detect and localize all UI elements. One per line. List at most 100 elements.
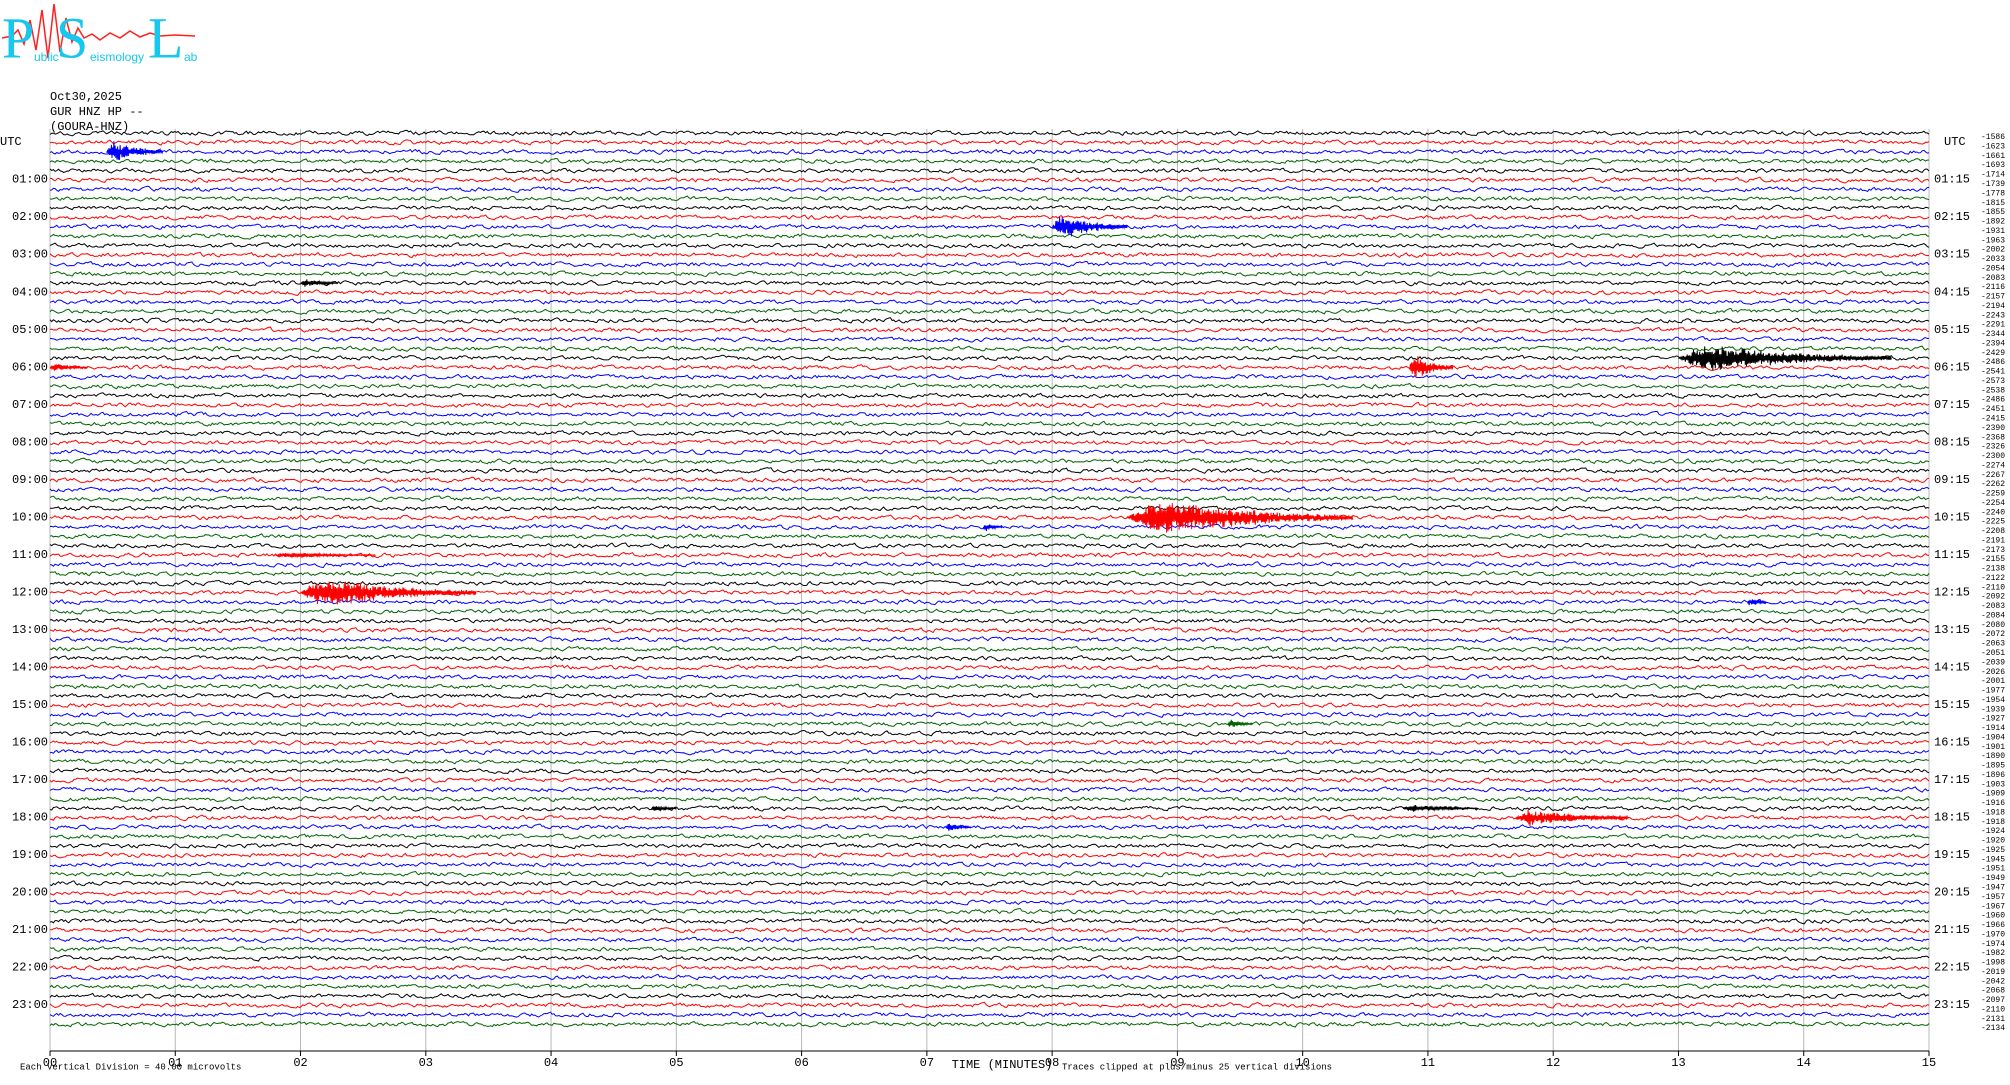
row-offset-label: -1974 <box>1981 940 2005 949</box>
row-label-left: 17:00 <box>12 773 48 787</box>
row-label-right: 07:15 <box>1934 398 1970 412</box>
row-label-left: 13:00 <box>12 623 48 637</box>
trace <box>49 607 1929 615</box>
trace <box>49 486 1930 493</box>
row-offset-label: -1963 <box>1981 236 2005 245</box>
trace <box>49 579 1930 587</box>
row-offset-label: -1892 <box>1981 218 2005 227</box>
trace <box>49 185 1930 193</box>
trace <box>49 683 1930 690</box>
trace <box>49 401 1930 409</box>
row-offset-label: -1939 <box>1981 705 2005 714</box>
row-offset-label: -2262 <box>1981 480 2005 489</box>
row-offset-label: -2019 <box>1981 968 2005 977</box>
row-offset-label: -1977 <box>1981 687 2005 696</box>
row-label-right: 13:15 <box>1934 623 1970 637</box>
row-offset-label: -1947 <box>1981 884 2005 893</box>
row-label-right: 08:15 <box>1934 435 1970 449</box>
row-offset-label: -1855 <box>1981 208 2005 217</box>
traces <box>49 129 1930 1028</box>
trace <box>49 232 1929 240</box>
trace <box>49 954 1930 962</box>
row-label-right: 21:15 <box>1934 923 1970 937</box>
trace <box>49 936 1930 943</box>
x-tick-label: 01 <box>168 1056 182 1070</box>
row-label-right: 22:15 <box>1934 961 1970 975</box>
row-offset-label: -1909 <box>1981 790 2005 799</box>
trace <box>49 711 1930 719</box>
row-offset-label: -1998 <box>1981 959 2005 968</box>
event <box>300 279 339 287</box>
x-tick-label: 06 <box>794 1056 808 1070</box>
row-offset-label: -1901 <box>1981 743 2005 752</box>
trace <box>49 561 1930 569</box>
x-tick-label: 03 <box>419 1056 433 1070</box>
trace <box>49 345 1930 352</box>
row-offset-label: -2134 <box>1981 1024 2005 1033</box>
row-label-left: 06:00 <box>12 360 48 374</box>
x-tick-label: 12 <box>1546 1056 1560 1070</box>
row-offset-label: -2344 <box>1981 330 2005 339</box>
trace <box>49 495 1930 503</box>
trace <box>49 654 1930 662</box>
row-offset-label: -2051 <box>1981 649 2005 658</box>
row-offset-label: -2415 <box>1981 415 2005 424</box>
row-label-right: 04:15 <box>1934 285 1970 299</box>
row-offset-label: -2001 <box>1981 677 2005 686</box>
event <box>982 524 1003 532</box>
row-offset-label: -1815 <box>1981 199 2005 208</box>
trace <box>49 448 1930 456</box>
trace <box>49 598 1930 606</box>
trace <box>49 861 1930 869</box>
event <box>1678 346 1892 371</box>
x-tick-label: 04 <box>544 1056 558 1070</box>
row-offset-label: -2225 <box>1981 518 2005 527</box>
trace <box>49 814 1930 822</box>
trace <box>49 626 1929 634</box>
trace <box>49 148 1930 156</box>
trace <box>49 307 1930 315</box>
trace <box>49 195 1930 203</box>
x-tick-label: 00 <box>43 1056 57 1070</box>
event <box>1408 356 1454 378</box>
trace <box>49 457 1930 465</box>
row-offset-label: -1945 <box>1981 855 2005 864</box>
event <box>1051 216 1128 237</box>
trace <box>49 514 1930 521</box>
x-tick-label: 13 <box>1671 1056 1685 1070</box>
trace <box>49 636 1930 643</box>
trace <box>49 382 1930 390</box>
trace <box>49 917 1930 925</box>
trace <box>49 298 1930 306</box>
row-label-right: 19:15 <box>1934 848 1970 862</box>
event <box>300 581 477 605</box>
row-offset-label: -2451 <box>1981 405 2005 414</box>
trace <box>49 842 1930 850</box>
row-offset-label: -2259 <box>1981 490 2005 499</box>
trace <box>49 1001 1930 1009</box>
row-label-left: 05:00 <box>12 323 48 337</box>
row-offset-label: -2429 <box>1981 349 2005 358</box>
scale-note: Each Vertical Division = 40.00 microvolt… <box>20 1062 241 1072</box>
trace <box>49 439 1930 446</box>
date: Oct30,2025 <box>50 90 122 104</box>
logo-letter: S <box>56 5 88 70</box>
row-offset-label: -2157 <box>1981 293 2005 302</box>
row-offset-label: -2084 <box>1981 611 2005 620</box>
row-offset-label: -2026 <box>1981 668 2005 677</box>
trace <box>49 364 1930 372</box>
x-axis-label: TIME (MINUTES) <box>952 1058 1053 1072</box>
row-offset-label: -2191 <box>1981 536 2005 545</box>
row-offset-label: -1920 <box>1981 837 2005 846</box>
row-label-right: 02:15 <box>1934 210 1970 224</box>
logo-word: ab <box>184 50 198 64</box>
row-label-right: 05:15 <box>1934 323 1970 337</box>
row-offset-label: -2002 <box>1981 246 2005 255</box>
x-tick-label: 11 <box>1421 1056 1435 1070</box>
trace <box>49 870 1930 878</box>
trace <box>49 898 1930 906</box>
row-offset-label: -1903 <box>1981 780 2005 789</box>
trace <box>49 289 1930 296</box>
row-offset-label: -1623 <box>1981 142 2005 151</box>
row-offset-label: -1714 <box>1981 171 2005 180</box>
